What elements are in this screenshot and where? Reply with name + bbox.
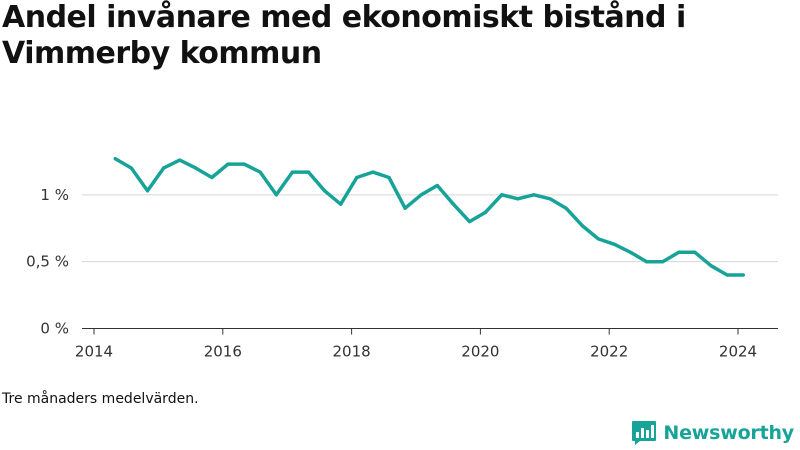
data-point xyxy=(709,264,713,268)
x-tick-label: 2020 xyxy=(461,343,499,361)
data-point xyxy=(387,175,391,180)
data-point xyxy=(242,162,246,166)
data-point xyxy=(484,210,488,214)
x-tick-label: 2018 xyxy=(333,343,371,361)
data-point xyxy=(725,273,729,277)
data-point xyxy=(226,162,230,166)
data-point xyxy=(548,197,552,201)
data-point xyxy=(628,250,633,254)
data-point xyxy=(290,170,294,174)
data-point xyxy=(451,202,455,206)
y-tick-label: 0,5 % xyxy=(26,253,69,271)
x-tick-label: 2014 xyxy=(75,343,113,361)
x-tick-label: 2024 xyxy=(719,343,757,361)
data-point xyxy=(419,193,423,197)
data-point xyxy=(661,260,665,264)
x-axis-labels: 2014 2016 2018 2020 2022 2024 xyxy=(75,343,757,361)
data-point xyxy=(435,183,439,188)
data-point xyxy=(274,193,278,197)
data-point xyxy=(612,242,617,246)
x-axis-ticks xyxy=(93,328,739,335)
y-tick-label: 1 % xyxy=(40,186,69,204)
data-point xyxy=(371,170,375,174)
y-axis-labels: 0 % 0,5 % 1 % xyxy=(26,186,69,338)
x-tick-label: 2016 xyxy=(204,343,242,361)
brand-name: Newsworthy xyxy=(663,422,794,444)
x-tick-label: 2022 xyxy=(590,343,628,361)
data-point xyxy=(162,166,166,170)
chart-title: Andel invånare med ekonomiskt bistånd i … xyxy=(2,0,686,71)
data-point xyxy=(467,220,472,224)
data-point xyxy=(580,224,584,228)
data-point xyxy=(178,158,182,162)
data-point xyxy=(306,170,311,174)
data-point xyxy=(564,206,568,210)
data-point xyxy=(323,189,327,193)
data-point xyxy=(355,175,359,180)
data-point xyxy=(403,206,407,210)
bar-chart-speech-bubble-icon xyxy=(632,421,657,445)
footnote: Tre månaders medelvärden. xyxy=(2,391,199,407)
data-point xyxy=(596,237,600,241)
data-point xyxy=(129,166,133,170)
data-point xyxy=(113,157,117,161)
data-point xyxy=(194,166,198,170)
y-tick-label: 0 % xyxy=(40,320,69,338)
y-gridlines xyxy=(82,194,778,263)
data-point xyxy=(741,273,745,277)
data-point xyxy=(693,250,697,254)
data-point xyxy=(339,202,343,206)
data-point xyxy=(532,193,536,197)
newsworthy-logo: Newsworthy xyxy=(631,420,794,446)
data-points xyxy=(113,157,745,277)
data-point xyxy=(210,175,214,180)
data-point xyxy=(258,170,262,174)
data-point xyxy=(516,197,520,201)
series-line xyxy=(113,156,745,277)
data-point xyxy=(677,250,681,254)
data-point xyxy=(145,189,150,193)
data-point xyxy=(645,260,649,264)
data-point xyxy=(500,193,504,197)
